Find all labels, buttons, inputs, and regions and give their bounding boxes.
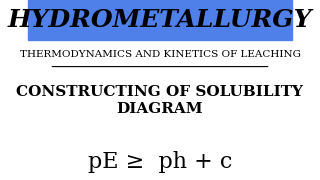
Bar [28, 0, 292, 40]
Text: CONSTRUCTING OF SOLUBILITY
DIAGRAM: CONSTRUCTING OF SOLUBILITY DIAGRAM [17, 85, 303, 116]
Text: THERMODYNAMICS AND KINETICS OF LEACHING: THERMODYNAMICS AND KINETICS OF LEACHING [20, 50, 300, 59]
Text: HYDROMETALLURGY: HYDROMETALLURGY [8, 8, 312, 32]
Text: pE ≥  ph + c: pE ≥ ph + c [88, 151, 232, 173]
